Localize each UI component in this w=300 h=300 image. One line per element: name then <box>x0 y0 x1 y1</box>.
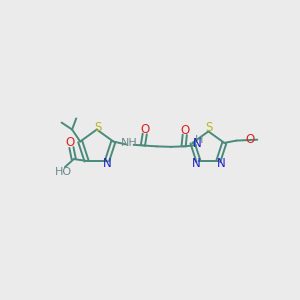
Text: H: H <box>195 135 203 145</box>
Text: N: N <box>217 157 225 170</box>
Text: S: S <box>94 121 102 134</box>
Text: N: N <box>191 157 200 170</box>
Text: N: N <box>103 157 112 170</box>
Text: NH: NH <box>121 138 138 148</box>
Text: HO: HO <box>55 167 72 177</box>
Text: O: O <box>245 133 254 146</box>
Text: O: O <box>66 136 75 149</box>
Text: O: O <box>141 123 150 136</box>
Text: N: N <box>193 137 201 150</box>
Text: O: O <box>181 124 190 137</box>
Text: S: S <box>206 121 213 134</box>
